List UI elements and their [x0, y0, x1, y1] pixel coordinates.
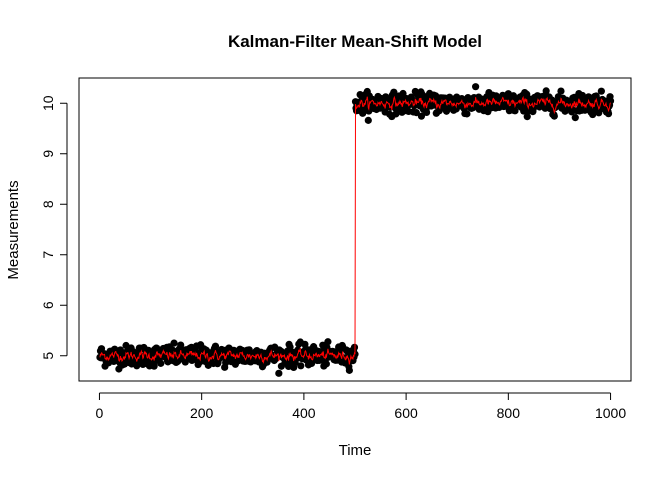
y-tick-label: 9	[40, 150, 56, 158]
data-point	[604, 110, 613, 118]
data-point	[571, 114, 579, 122]
data-point	[364, 116, 372, 124]
x-tick-label: 0	[96, 405, 104, 421]
data-point	[150, 362, 158, 370]
data-point	[542, 87, 550, 95]
data-point	[472, 83, 480, 91]
data-point	[511, 107, 519, 115]
data-point	[211, 342, 220, 350]
filter-line-layer	[99, 95, 612, 365]
x-axis: 0 200 400 600 800 1000	[96, 392, 626, 421]
x-tick-label: 400	[292, 405, 316, 421]
y-tick-label: 10	[40, 95, 56, 111]
data-point	[592, 92, 600, 100]
y-axis-label: Measurements	[5, 180, 22, 279]
data-point	[350, 343, 359, 351]
data-point	[275, 369, 283, 377]
data-point	[322, 360, 330, 368]
y-tick-label: 6	[40, 301, 56, 309]
data-point	[297, 362, 305, 370]
data-point	[463, 110, 471, 118]
data-point	[359, 109, 367, 117]
data-point	[412, 108, 420, 117]
data-point	[345, 366, 353, 374]
data-point	[422, 108, 431, 117]
data-point	[417, 112, 426, 120]
y-tick-label: 7	[40, 251, 56, 259]
plot-frame	[78, 77, 632, 382]
data-point	[170, 339, 178, 347]
data-point	[595, 109, 603, 117]
data-point	[557, 87, 565, 95]
x-axis-label: Time	[339, 442, 372, 459]
y-tick-label: 8	[40, 200, 56, 208]
data-point	[301, 340, 309, 348]
data-point	[157, 359, 165, 367]
y-axis: 5 6 7 8 9 10	[40, 95, 68, 360]
data-point	[606, 97, 615, 105]
filter-line	[99, 95, 612, 365]
x-tick-label: 200	[190, 405, 214, 421]
plot-box	[78, 77, 632, 382]
data-point	[597, 87, 605, 95]
x-tick-label: 800	[497, 405, 521, 421]
x-tick-label: 1000	[595, 405, 626, 421]
data-point	[550, 112, 558, 120]
data-point	[523, 113, 531, 121]
y-tick-label: 5	[40, 352, 56, 360]
chart-title: Kalman-Filter Mean-Shift Model	[228, 32, 482, 51]
data-point	[177, 341, 185, 349]
x-tick-label: 600	[394, 405, 418, 421]
data-point	[324, 338, 332, 346]
